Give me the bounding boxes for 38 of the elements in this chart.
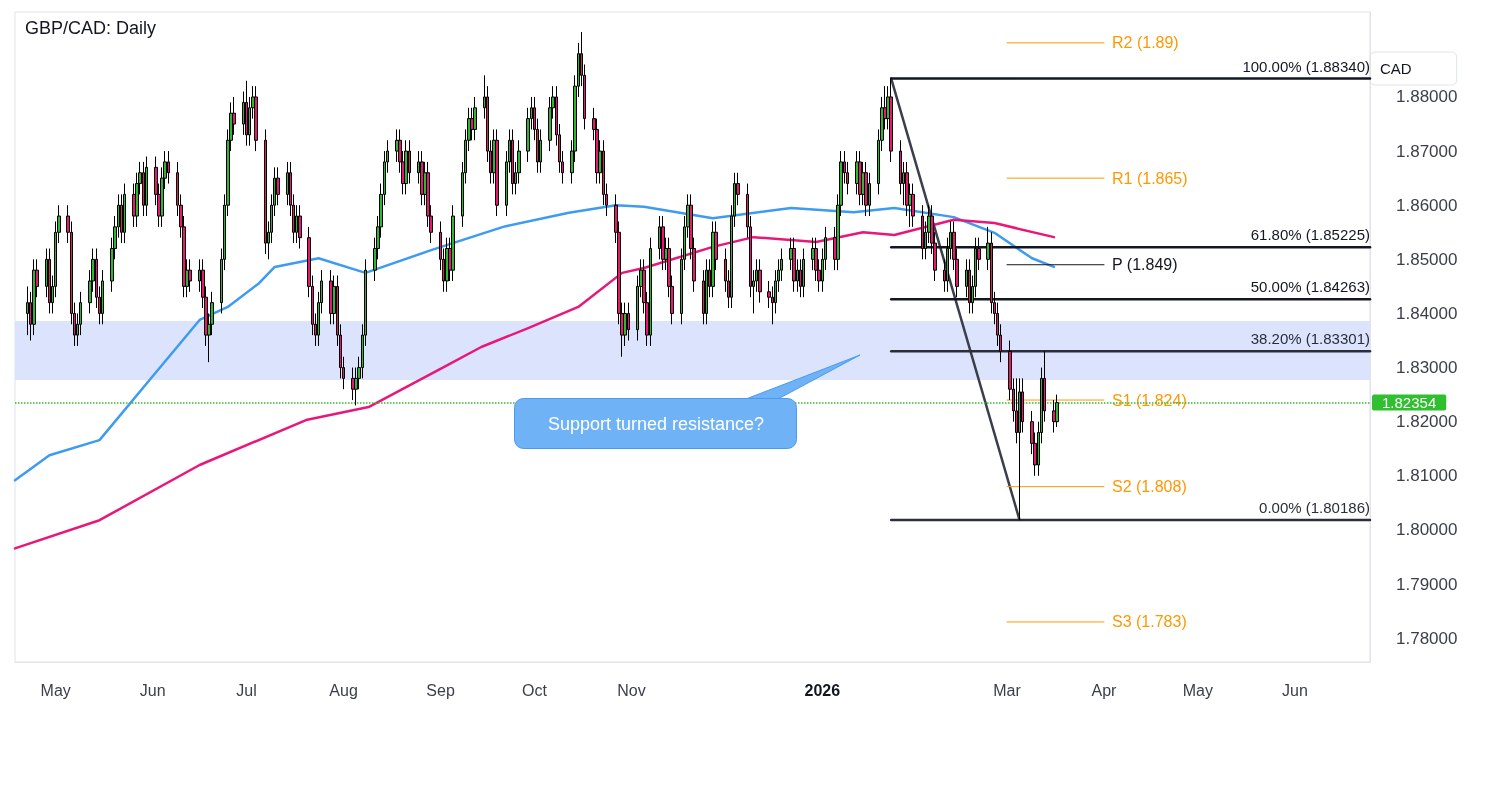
y-tick-label: 1.88000 xyxy=(1396,87,1458,107)
series-label: P (1.849) xyxy=(1112,256,1178,274)
chart-title: GBP/CAD: Daily xyxy=(25,18,157,38)
y-tick-label: 1.82000 xyxy=(1396,412,1458,432)
y-tick-label: 1.80000 xyxy=(1396,520,1458,540)
series-label: R2 (1.89) xyxy=(1112,34,1179,52)
y-tick-label: 1.84000 xyxy=(1396,303,1458,323)
y-tick-label: 1.78000 xyxy=(1396,628,1458,648)
series-label: 38.20% (1.83301) xyxy=(1250,330,1370,348)
x-tick-label: Apr xyxy=(1091,681,1118,699)
x-tick-label: Jun xyxy=(1282,681,1308,699)
y-tick-label: 1.86000 xyxy=(1396,195,1458,215)
y-tick-label: 1.83000 xyxy=(1396,358,1458,378)
x-tick-label: Jun xyxy=(139,681,166,699)
series-label: 61.80% (1.85225) xyxy=(1250,226,1370,244)
x-tick-label: Jul xyxy=(236,681,257,699)
series-label: 100.00% (1.88340) xyxy=(1242,57,1370,75)
series-label: S2 (1.808) xyxy=(1112,478,1187,496)
x-tick-label: Aug xyxy=(329,681,358,699)
x-tick-label: Nov xyxy=(617,681,646,699)
y-tick-label: 1.87000 xyxy=(1396,141,1458,161)
y-tick-label: 1.79000 xyxy=(1396,574,1458,594)
series-label: R1 (1.865) xyxy=(1112,169,1188,187)
series-label: S1 (1.824) xyxy=(1112,391,1187,409)
ref-line-label: 1.82354 xyxy=(1382,394,1437,412)
x-tick-label: Sep xyxy=(426,681,455,699)
series-label: S3 (1.783) xyxy=(1112,613,1187,631)
series-label: 50.00% (1.84263) xyxy=(1250,278,1370,296)
series-label: 0.00% (1.80186) xyxy=(1259,498,1370,516)
x-tick-label: May xyxy=(40,681,71,699)
x-tick-label: Mar xyxy=(993,681,1022,699)
annotation: Support turned resistance? xyxy=(515,399,797,449)
x-tick-label: 2026 xyxy=(804,681,841,699)
y-axis-title: CAD xyxy=(1380,60,1412,77)
x-tick-label: May xyxy=(1182,681,1213,699)
y-tick-label: 1.81000 xyxy=(1396,466,1458,486)
y-tick-label: 1.85000 xyxy=(1396,249,1458,269)
x-tick-label: Oct xyxy=(522,681,548,699)
